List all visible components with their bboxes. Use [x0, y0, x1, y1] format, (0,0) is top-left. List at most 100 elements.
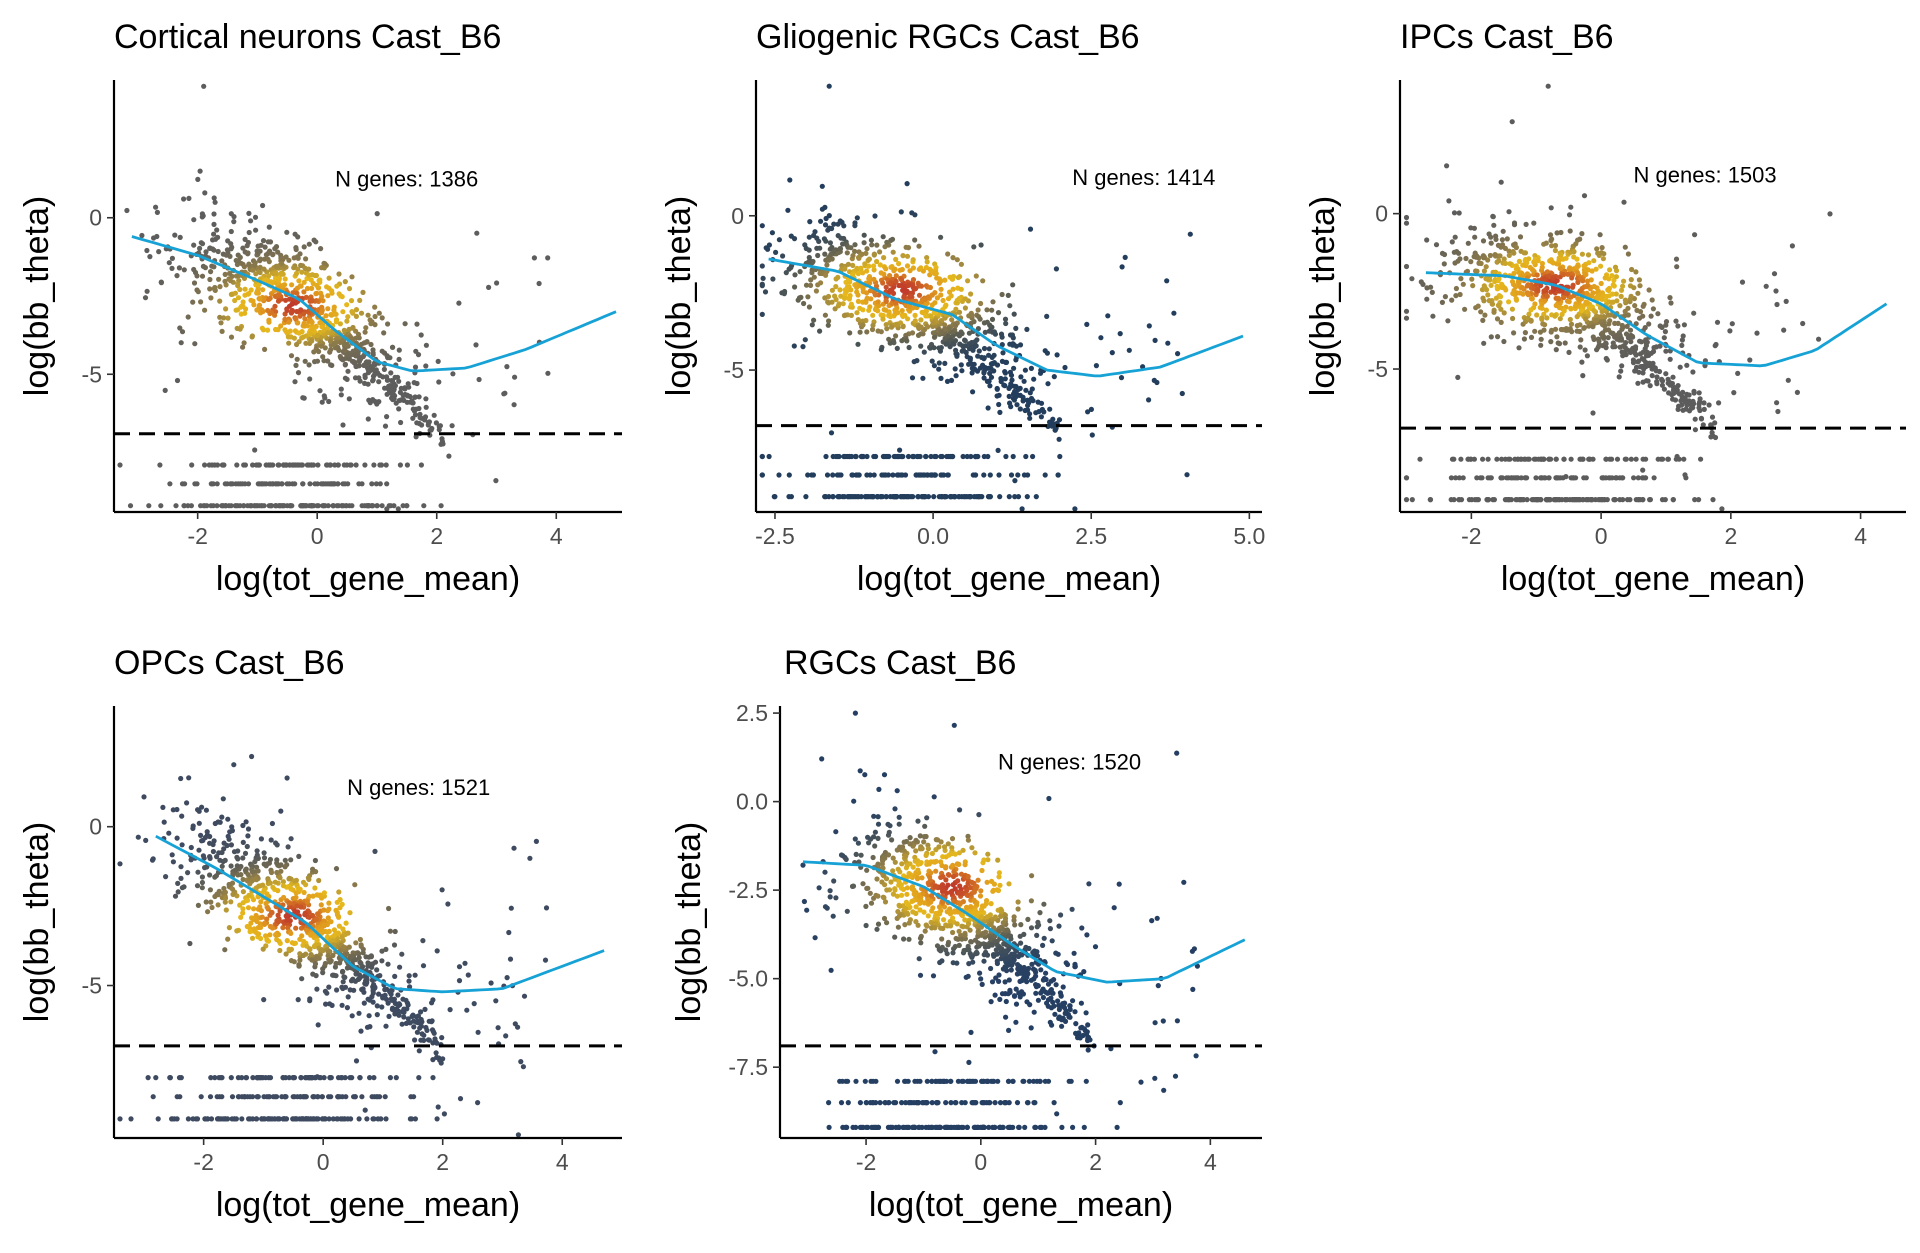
- data-point: [254, 919, 259, 924]
- data-point: [342, 328, 347, 333]
- data-point: [1494, 296, 1499, 301]
- data-point: [404, 503, 409, 508]
- data-point: [341, 944, 346, 949]
- data-point: [1682, 322, 1687, 327]
- data-point: [178, 235, 183, 240]
- data-point: [849, 472, 854, 477]
- data-point: [189, 845, 194, 850]
- data-point: [320, 966, 325, 971]
- data-point: [760, 472, 765, 477]
- data-point: [1045, 381, 1050, 386]
- data-point: [1495, 316, 1500, 321]
- data-point: [266, 320, 271, 325]
- data-point: [274, 937, 279, 942]
- data-point: [1713, 342, 1718, 347]
- data-point: [1569, 457, 1574, 462]
- data-point: [370, 378, 375, 383]
- data-point: [878, 262, 883, 267]
- data-point: [316, 1022, 321, 1027]
- data-point: [1500, 475, 1505, 480]
- data-point: [910, 330, 915, 335]
- data-point: [208, 1094, 213, 1099]
- data-point: [413, 349, 418, 354]
- data-point: [915, 819, 920, 824]
- data-point: [307, 376, 312, 381]
- data-point: [223, 1116, 228, 1121]
- data-point: [304, 1094, 309, 1099]
- data-point: [1554, 475, 1559, 480]
- data-point: [1650, 297, 1655, 302]
- data-point: [875, 494, 880, 499]
- data-point: [1534, 497, 1539, 502]
- data-point: [869, 242, 874, 247]
- data-point: [198, 299, 203, 304]
- data-point: [1047, 420, 1052, 425]
- data-point: [966, 494, 971, 499]
- data-point: [326, 985, 331, 990]
- data-point: [1632, 303, 1637, 308]
- data-point: [965, 454, 970, 459]
- data-point: [392, 974, 397, 979]
- data-point: [151, 235, 156, 240]
- data-point: [1827, 211, 1832, 216]
- data-point: [880, 494, 885, 499]
- data-point: [192, 280, 197, 285]
- data-point: [340, 309, 345, 314]
- data-point: [356, 481, 361, 486]
- data-point: [1631, 475, 1636, 480]
- data-point: [532, 255, 537, 260]
- data-point: [1612, 334, 1617, 339]
- data-point: [386, 1001, 391, 1006]
- data-point: [1595, 251, 1600, 256]
- data-point: [831, 222, 836, 227]
- data-point: [776, 472, 781, 477]
- data-point: [328, 919, 333, 924]
- data-point: [931, 345, 936, 350]
- data-point: [1480, 318, 1485, 323]
- data-point: [997, 494, 1002, 499]
- data-point: [986, 494, 991, 499]
- data-point: [199, 1094, 204, 1099]
- data-point: [1539, 315, 1544, 320]
- data-point: [864, 472, 869, 477]
- data-point: [287, 876, 292, 881]
- data-point: [1816, 337, 1821, 342]
- data-point: [225, 247, 230, 252]
- data-point: [1419, 279, 1424, 284]
- data-point: [1654, 381, 1659, 386]
- data-point: [991, 368, 996, 373]
- data-point: [1430, 290, 1435, 295]
- data-point: [1483, 286, 1488, 291]
- data-point: [1578, 457, 1583, 462]
- data-point: [937, 494, 942, 499]
- data-point: [263, 245, 268, 250]
- data-point: [208, 295, 213, 300]
- data-point: [1604, 345, 1609, 350]
- data-point: [223, 900, 228, 905]
- data-point: [250, 268, 255, 273]
- data-point: [1620, 497, 1625, 502]
- data-point: [1795, 390, 1800, 395]
- data-point: [292, 1116, 297, 1121]
- data-point: [1541, 288, 1546, 293]
- data-point: [294, 271, 299, 276]
- data-point: [1640, 497, 1645, 502]
- data-point: [996, 448, 1001, 453]
- data-point: [366, 955, 371, 960]
- data-point: [852, 220, 857, 225]
- data-point: [1611, 300, 1616, 305]
- data-point: [773, 250, 778, 255]
- data-point: [231, 762, 236, 767]
- data-point: [336, 889, 341, 894]
- data-point: [1606, 475, 1611, 480]
- data-point: [242, 311, 247, 316]
- data-point: [1023, 408, 1028, 413]
- data-point: [214, 873, 219, 878]
- data-point: [235, 863, 240, 868]
- data-point: [296, 278, 301, 283]
- data-point: [261, 947, 266, 952]
- data-point: [981, 472, 986, 477]
- data-point: [1613, 265, 1618, 270]
- data-point: [311, 281, 316, 286]
- data-point: [1524, 260, 1529, 265]
